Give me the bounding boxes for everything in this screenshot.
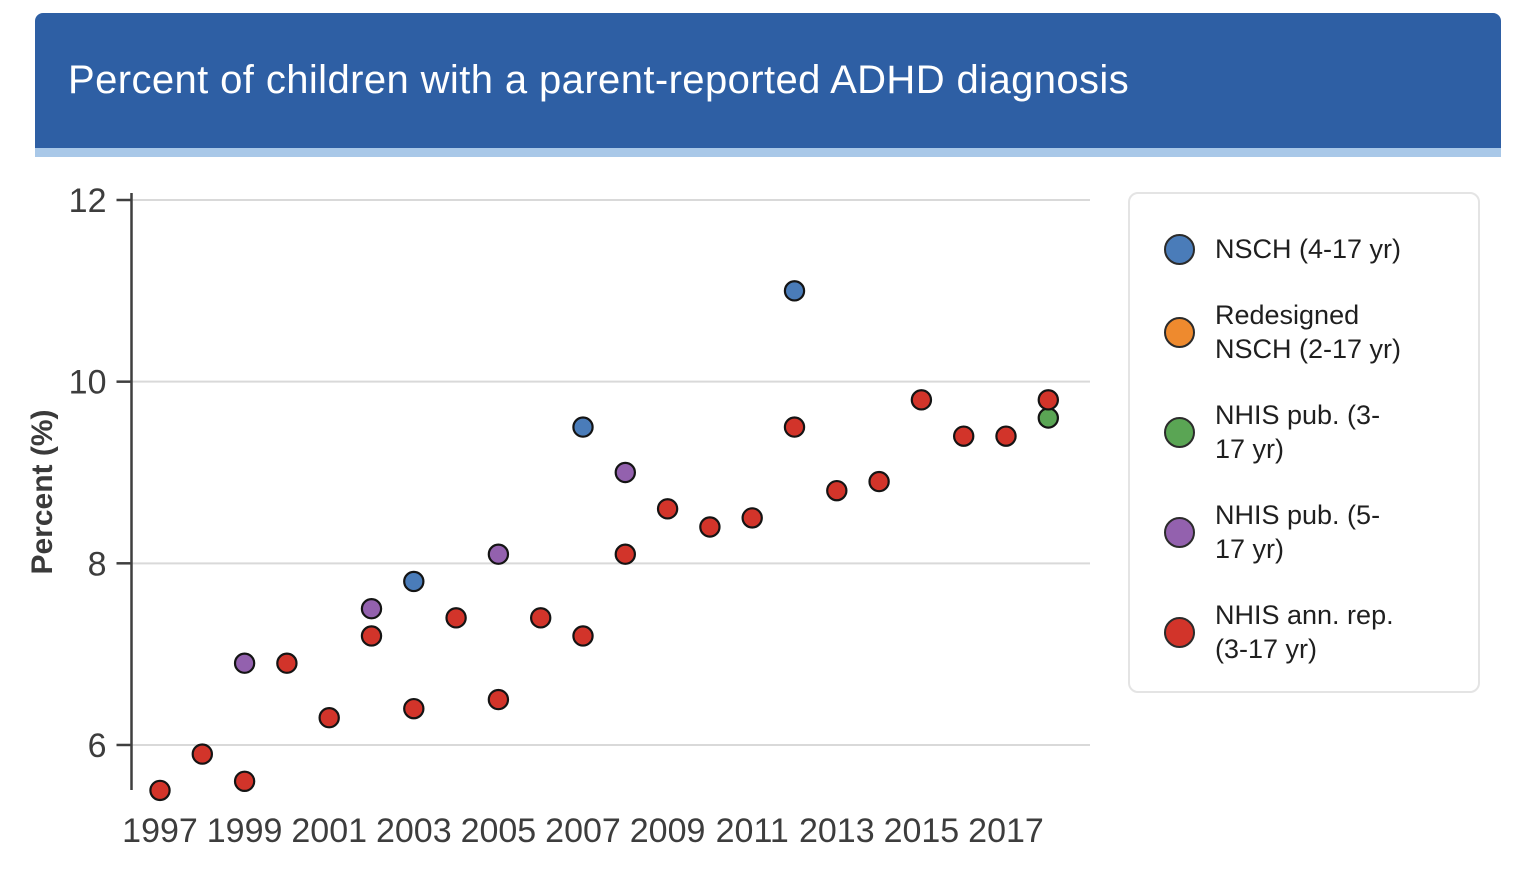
legend-label: NHIS ann. rep. (3-17 yr) [1215, 600, 1394, 664]
x-tick-label-2003: 2003 [376, 812, 452, 850]
legend-label: NSCH (4-17 yr) [1215, 234, 1402, 264]
title-banner-accent-strip [35, 148, 1501, 157]
x-tick-label-1997: 1997 [122, 812, 198, 850]
legend-label: NHIS pub. (3- 17 yr) [1215, 400, 1381, 464]
data-point[interactable] [783, 416, 806, 438]
data-point[interactable] [233, 652, 256, 674]
legend-swatch-icon [1164, 616, 1195, 648]
data-point[interactable] [530, 607, 552, 629]
legend-label: Redesigned NSCH (2-17 yr) [1215, 300, 1402, 364]
x-tick-label-2013: 2013 [799, 812, 875, 850]
x-tick-label-2005: 2005 [461, 812, 537, 850]
y-tick-label-8: 8 [88, 545, 107, 583]
data-point[interactable] [403, 697, 425, 720]
legend-swatch-icon [1164, 416, 1195, 448]
data-point[interactable] [360, 598, 383, 620]
data-point[interactable] [910, 389, 933, 411]
data-point[interactable] [445, 607, 467, 629]
x-tick-label-2007: 2007 [545, 812, 621, 850]
x-tick-label-2017: 2017 [968, 812, 1044, 850]
page-title: Percent of children with a parent-report… [68, 58, 1130, 102]
data-point[interactable] [572, 416, 594, 438]
x-tick-label-2015: 2015 [884, 812, 960, 850]
data-point[interactable] [1037, 389, 1060, 411]
data-point[interactable] [487, 688, 510, 711]
data-point[interactable] [656, 498, 679, 520]
data-point[interactable] [783, 280, 806, 302]
data-point[interactable] [614, 543, 637, 565]
x-tick-label-2011: 2011 [716, 812, 789, 850]
data-point[interactable] [487, 543, 510, 565]
y-tick-label-6: 6 [88, 727, 107, 765]
data-point[interactable] [995, 425, 1017, 447]
data-point[interactable] [868, 470, 890, 493]
data-point[interactable] [233, 770, 256, 793]
data-point[interactable] [953, 425, 975, 447]
y-axis-title: Percent (%) [26, 409, 59, 574]
data-point[interactable] [1037, 407, 1060, 429]
legend-swatch-icon [1164, 233, 1195, 265]
legend-swatch-icon [1164, 516, 1195, 548]
x-tick-label-1999: 1999 [207, 812, 283, 850]
y-tick-label-12: 12 [69, 182, 107, 220]
x-tick-label-2001: 2001 [291, 812, 367, 850]
title-banner: Percent of children with a parent-report… [35, 13, 1501, 148]
data-point[interactable] [318, 707, 340, 729]
legend-label: NHIS pub. (5- 17 yr) [1215, 500, 1381, 564]
data-point[interactable] [741, 507, 763, 529]
data-point[interactable] [572, 625, 594, 647]
y-tick-label-10: 10 [69, 364, 107, 402]
legend-swatch-icon [1164, 316, 1195, 348]
data-point[interactable] [826, 479, 848, 502]
data-point[interactable] [360, 625, 383, 647]
data-point[interactable] [699, 516, 721, 538]
data-point[interactable] [191, 743, 213, 765]
x-tick-label-2009: 2009 [630, 812, 706, 850]
data-point[interactable] [614, 461, 637, 484]
data-point[interactable] [276, 652, 298, 674]
chart-legend: NSCH (4-17 yr) Redesigned NSCH (2-17 yr) NH… [1128, 192, 1480, 693]
data-point[interactable] [149, 779, 171, 802]
data-point[interactable] [403, 570, 425, 593]
